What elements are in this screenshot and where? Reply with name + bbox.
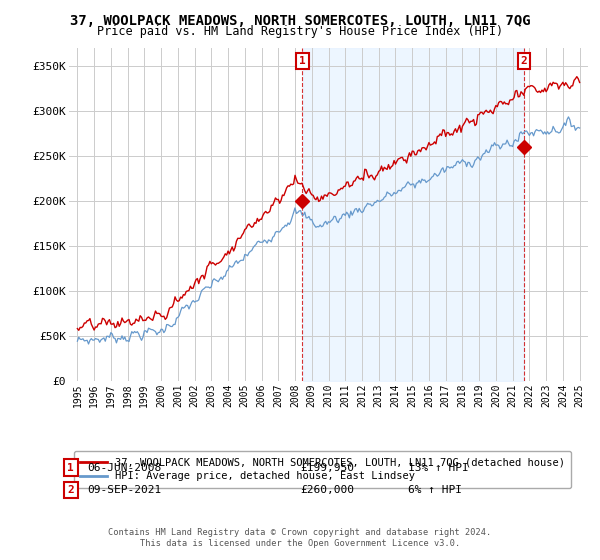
Text: 1: 1 bbox=[67, 463, 74, 473]
Text: £199,950: £199,950 bbox=[300, 463, 354, 473]
Text: 2: 2 bbox=[67, 485, 74, 495]
Text: Contains HM Land Registry data © Crown copyright and database right 2024.
This d: Contains HM Land Registry data © Crown c… bbox=[109, 528, 491, 548]
Text: 06-JUN-2008: 06-JUN-2008 bbox=[87, 463, 161, 473]
Text: 1: 1 bbox=[299, 56, 306, 66]
Text: 2: 2 bbox=[521, 56, 527, 66]
Text: 09-SEP-2021: 09-SEP-2021 bbox=[87, 485, 161, 495]
Text: 13% ↑ HPI: 13% ↑ HPI bbox=[408, 463, 469, 473]
Text: 37, WOOLPACK MEADOWS, NORTH SOMERCOTES, LOUTH, LN11 7QG: 37, WOOLPACK MEADOWS, NORTH SOMERCOTES, … bbox=[70, 14, 530, 28]
Text: Price paid vs. HM Land Registry's House Price Index (HPI): Price paid vs. HM Land Registry's House … bbox=[97, 25, 503, 38]
Legend: 37, WOOLPACK MEADOWS, NORTH SOMERCOTES, LOUTH, LN11 7QG (detached house), HPI: A: 37, WOOLPACK MEADOWS, NORTH SOMERCOTES, … bbox=[74, 451, 571, 488]
Text: 6% ↑ HPI: 6% ↑ HPI bbox=[408, 485, 462, 495]
Text: £260,000: £260,000 bbox=[300, 485, 354, 495]
